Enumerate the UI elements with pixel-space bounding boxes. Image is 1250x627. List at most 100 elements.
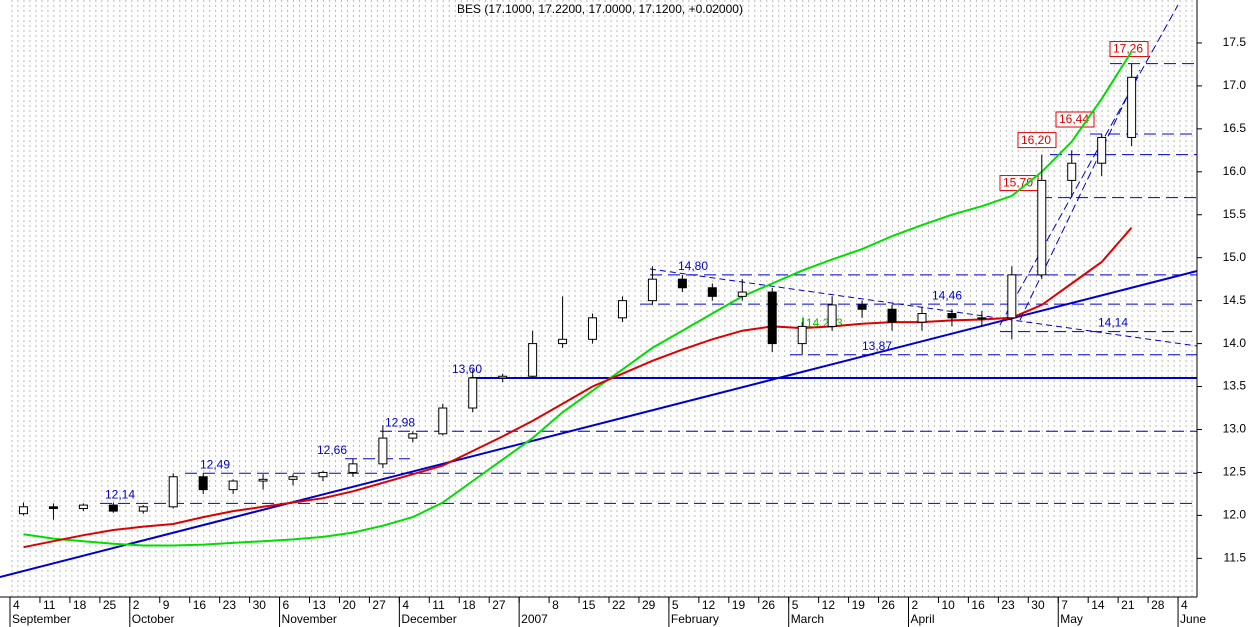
candle-body [977, 317, 987, 320]
candle-body [588, 317, 598, 340]
candle-body [438, 407, 448, 435]
candle-body [827, 304, 837, 327]
month-label: May [1060, 612, 1083, 626]
x-tick-label: 2 [133, 598, 140, 612]
x-tick-label: 12 [702, 598, 716, 612]
x-tick-label: 28 [1151, 598, 1165, 612]
moving-average [23, 50, 1133, 547]
y-tick-label: 13.5 [1223, 379, 1247, 393]
candle-body [1127, 76, 1137, 138]
level-label: 16,20 [1021, 133, 1051, 147]
candle-body [18, 506, 28, 515]
x-tick-label: 4 [1181, 598, 1188, 612]
y-tick-label: 14.5 [1223, 293, 1247, 307]
candle-body [887, 308, 897, 323]
trendline [649, 268, 1198, 347]
x-tick-label: 4 [13, 598, 20, 612]
trendline [999, 4, 1179, 326]
label-box [1017, 132, 1057, 149]
x-tick-label: 10 [941, 598, 955, 612]
candle-body [48, 506, 58, 510]
candle-body [857, 304, 867, 310]
y-tick-label: 12.5 [1223, 465, 1247, 479]
x-tick-label: 7 [1061, 598, 1068, 612]
x-tick-label: 4 [402, 598, 409, 612]
candle-body [228, 480, 238, 491]
x-tick-label: 30 [1031, 598, 1045, 612]
x-tick-label: 9 [163, 598, 170, 612]
candle-body [947, 313, 957, 319]
level-label: 14,14 [1098, 316, 1128, 330]
candle-body [288, 476, 298, 480]
x-tick-label: 23 [1001, 598, 1015, 612]
x-tick-label: 12 [822, 598, 836, 612]
x-tick-label: 13 [313, 598, 327, 612]
candle-body [378, 437, 388, 465]
x-tick-label: 16 [193, 598, 207, 612]
level-label: 14,80 [678, 259, 708, 273]
trendline [1019, 69, 1141, 321]
x-tick-label: 5 [792, 598, 799, 612]
candle-body [647, 278, 657, 302]
candle-body [1067, 162, 1077, 181]
y-tick-label: 16.5 [1223, 121, 1247, 135]
trendline [0, 270, 1198, 578]
candle-body [677, 278, 687, 289]
x-tick-label: 20 [342, 598, 356, 612]
levels: 12,14 12,49 12,66 12,98 13,60 13,87 14,14 14,46… [100, 41, 1197, 504]
y-tick-label: 15.0 [1223, 250, 1247, 264]
level-label: 13,60 [452, 362, 482, 376]
y-tick-label: 17.0 [1223, 78, 1247, 92]
month-label: September [12, 612, 71, 626]
candle-body [138, 506, 148, 512]
level-label: 15,70 [1003, 176, 1033, 190]
x-tick-label: 23 [223, 598, 237, 612]
level-label: 16,44 [1059, 112, 1089, 126]
x-tick-label: 14 [1091, 598, 1105, 612]
x-tick-label: 15 [582, 598, 596, 612]
candle-body [1007, 274, 1017, 319]
x-tick-label: 19 [732, 598, 746, 612]
x-tick-label: 16 [971, 598, 985, 612]
chart-title: BES (17.1000, 17.2200, 17.0000, 17.1200,… [457, 2, 743, 16]
moving-average [23, 226, 1133, 549]
candle-body [348, 463, 358, 473]
month-label: November [282, 612, 337, 626]
x-tick-label: 2 [912, 598, 919, 612]
y-tick-label: 13.0 [1223, 422, 1247, 436]
x-tick-label: 21 [1121, 598, 1135, 612]
y-tick-label: 17.5 [1223, 35, 1247, 49]
month-label: March [791, 612, 824, 626]
level-label: 14,46 [932, 288, 962, 302]
x-tick-label: 6 [283, 598, 290, 612]
candle-body [168, 476, 178, 508]
x-tick-label: 18 [73, 598, 87, 612]
candle-body [408, 433, 418, 439]
candle-body [767, 291, 777, 345]
y-tick-label: 16.0 [1223, 164, 1247, 178]
candle-body [1097, 136, 1107, 164]
candle-body [797, 325, 807, 345]
month-label: 2007 [521, 612, 548, 626]
month-label: June [1180, 612, 1206, 626]
level-label: 13,87 [862, 339, 892, 353]
month-label: October [132, 612, 175, 626]
candle-body [318, 471, 328, 478]
trendlines [0, 4, 1198, 578]
month-label: December [401, 612, 456, 626]
candle-body [737, 291, 747, 297]
candle-body [558, 338, 568, 345]
x-tick-label: 11 [432, 598, 445, 612]
x-tick-label: 22 [612, 598, 626, 612]
candle-body [1037, 179, 1047, 276]
candle-body [468, 377, 478, 409]
y-tick-label: 12.0 [1223, 508, 1247, 522]
plot [18, 50, 1137, 549]
candle-body [498, 375, 508, 379]
x-tick-label: 8 [552, 598, 559, 612]
y-tick-label: 11.5 [1224, 551, 1247, 565]
y-tick-label: 14.0 [1223, 336, 1247, 350]
x-tick-label: 5 [672, 598, 679, 612]
candle-body [78, 504, 88, 510]
